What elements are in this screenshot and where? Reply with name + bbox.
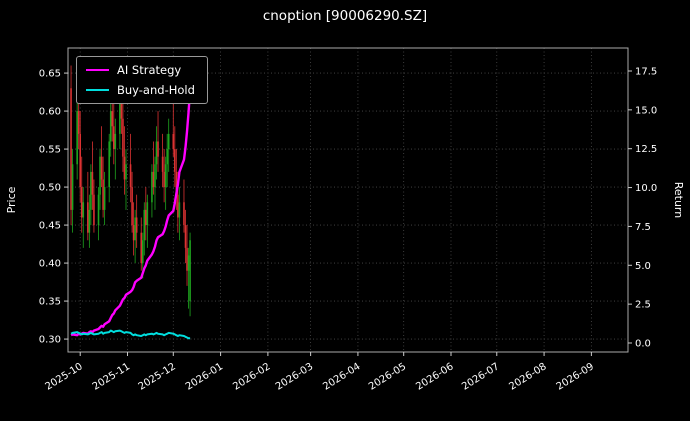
svg-text:0.35: 0.35 <box>39 297 61 308</box>
svg-text:2025-11: 2025-11 <box>91 361 132 392</box>
svg-text:0.0: 0.0 <box>635 338 651 349</box>
svg-text:2026-07: 2026-07 <box>460 361 501 392</box>
svg-text:5.0: 5.0 <box>635 261 651 272</box>
svg-text:2026-01: 2026-01 <box>184 361 225 392</box>
svg-text:12.5: 12.5 <box>635 144 657 155</box>
series-line-0 <box>70 89 192 337</box>
y-axis-label-price: Price <box>5 186 18 213</box>
svg-text:0.45: 0.45 <box>39 221 61 232</box>
grid <box>68 48 628 352</box>
svg-text:15.0: 15.0 <box>635 105 657 116</box>
legend-label-ai-strategy: AI Strategy <box>117 63 182 77</box>
svg-text:0.55: 0.55 <box>39 145 61 156</box>
svg-text:2026-04: 2026-04 <box>321 361 362 392</box>
series-line-1 <box>70 329 191 340</box>
svg-text:2026-09: 2026-09 <box>555 361 596 392</box>
svg-text:0.50: 0.50 <box>39 183 61 194</box>
svg-text:2026-03: 2026-03 <box>274 361 315 392</box>
svg-text:2026-02: 2026-02 <box>231 361 272 392</box>
svg-text:2.5: 2.5 <box>635 300 651 311</box>
chart-title: cnoption [90006290.SZ] <box>262 8 428 24</box>
svg-text:7.5: 7.5 <box>635 222 651 233</box>
legend-item-buy-and-hold: Buy-and-Hold <box>86 83 195 97</box>
ai-strategy-line-swatch <box>86 68 109 72</box>
svg-text:17.5: 17.5 <box>635 67 657 78</box>
buy-and-hold-line-swatch <box>86 88 109 92</box>
svg-text:2025-12: 2025-12 <box>137 361 178 392</box>
svg-text:0.30: 0.30 <box>39 335 61 346</box>
axis-ticks: 0.30 0.35 0.40 0.45 0.50 0.55 0.60 0.65 0.0 2.5 5.… <box>39 67 658 393</box>
svg-text:2026-08: 2026-08 <box>507 361 548 392</box>
candles <box>70 65 191 317</box>
y-axis-label-return: Return <box>672 182 685 219</box>
svg-text:0.60: 0.60 <box>39 107 61 118</box>
legend: AI Strategy Buy-and-Hold <box>76 56 208 104</box>
legend-label-buy-and-hold: Buy-and-Hold <box>117 83 195 97</box>
svg-text:2026-05: 2026-05 <box>367 361 408 392</box>
svg-text:0.40: 0.40 <box>39 259 61 270</box>
legend-item-ai-strategy: AI Strategy <box>86 63 195 77</box>
svg-text:0.65: 0.65 <box>39 69 61 80</box>
svg-text:2026-06: 2026-06 <box>414 361 455 392</box>
svg-text:2025-10: 2025-10 <box>44 361 85 392</box>
svg-text:10.0: 10.0 <box>635 183 657 194</box>
plot-frame <box>67 47 629 353</box>
